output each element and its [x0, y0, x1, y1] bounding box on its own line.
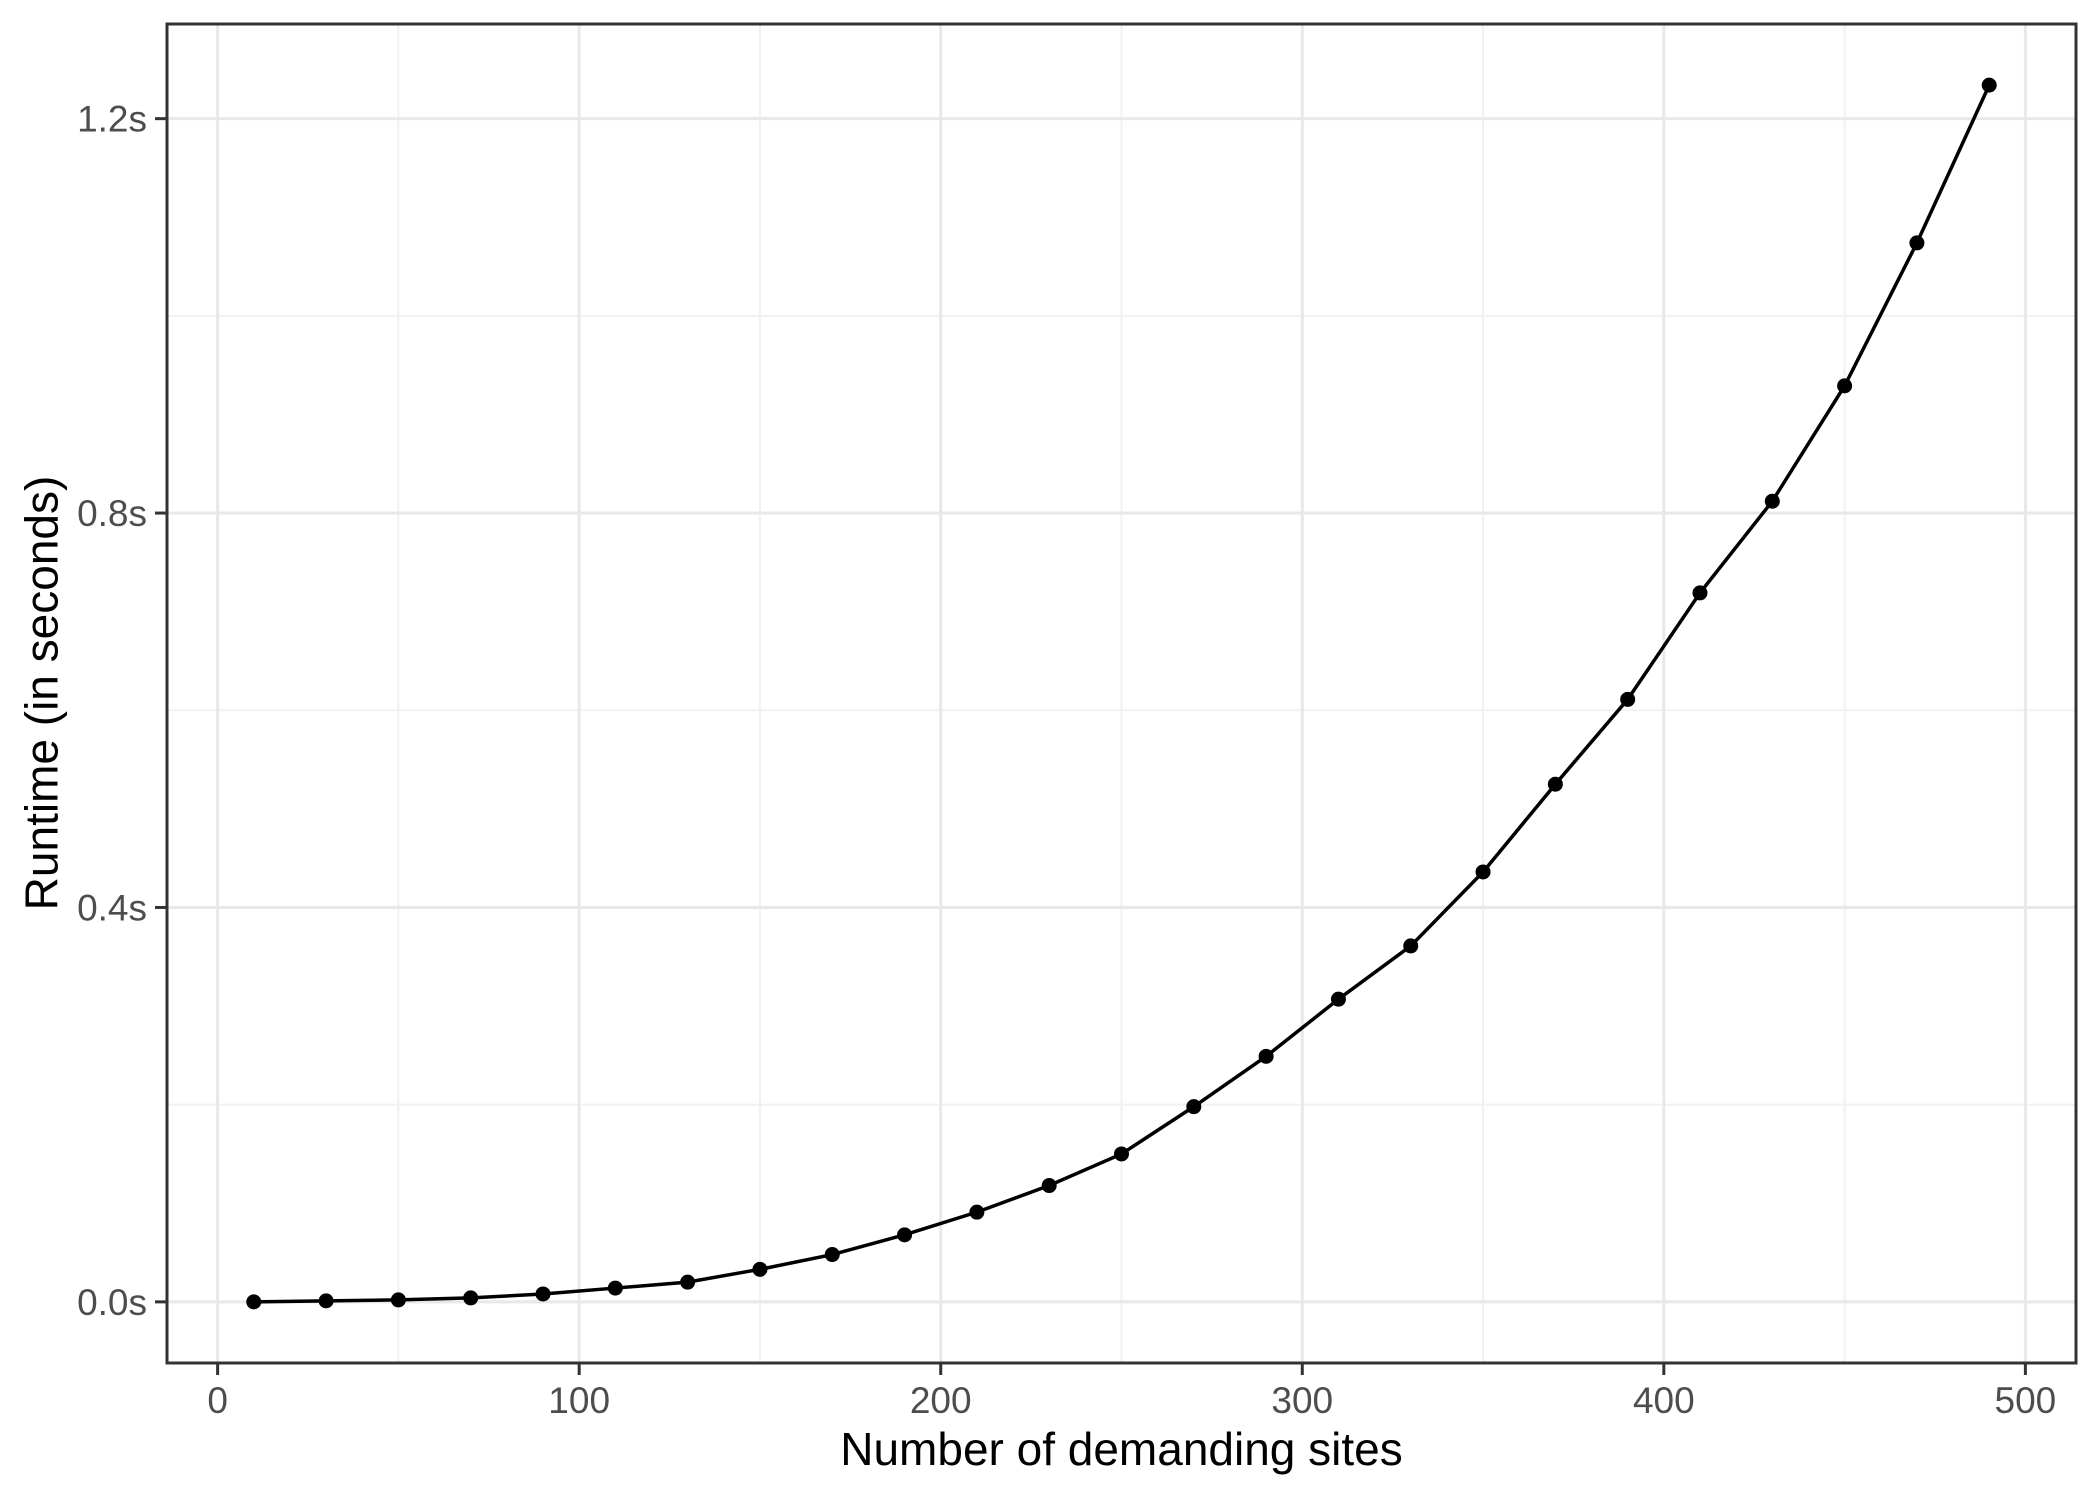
data-point [1403, 938, 1419, 954]
data-point [1692, 585, 1708, 601]
x-axis-title: Number of demanding sites [840, 1423, 1403, 1475]
data-point [1547, 776, 1563, 792]
y-tick-label: 0.8s [77, 493, 147, 534]
data-point [752, 1261, 768, 1277]
y-tick-label: 1.2s [77, 99, 147, 140]
data-point [1330, 991, 1346, 1007]
data-point [1764, 493, 1780, 509]
data-point [824, 1247, 840, 1263]
x-tick-label: 400 [1633, 1380, 1695, 1421]
data-point [1620, 691, 1636, 707]
data-point [390, 1292, 406, 1308]
x-tick-label: 200 [910, 1380, 972, 1421]
data-point [246, 1294, 262, 1310]
x-tick-label: 300 [1271, 1380, 1333, 1421]
data-point [969, 1204, 985, 1220]
data-point [680, 1274, 696, 1290]
data-point [1981, 77, 1997, 93]
data-point [1114, 1146, 1129, 1162]
data-point [897, 1227, 913, 1243]
data-point [1258, 1048, 1274, 1064]
data-point [607, 1280, 623, 1296]
y-tick-label: 0.4s [77, 887, 147, 928]
y-axis-title: Runtime (in seconds) [15, 475, 68, 911]
x-tick-label: 0 [207, 1380, 228, 1421]
data-point [1837, 378, 1853, 394]
x-tick-label: 500 [1995, 1380, 2057, 1421]
data-point [1909, 235, 1925, 251]
data-point [1186, 1099, 1202, 1115]
data-point [1475, 864, 1491, 880]
data-point [463, 1290, 479, 1306]
panel-border [165, 22, 2078, 1365]
data-point [535, 1286, 551, 1302]
y-tick-label: 0.0s [77, 1282, 147, 1323]
x-tick-label: 100 [548, 1380, 610, 1421]
data-point [1041, 1178, 1057, 1194]
data-point [318, 1293, 334, 1309]
